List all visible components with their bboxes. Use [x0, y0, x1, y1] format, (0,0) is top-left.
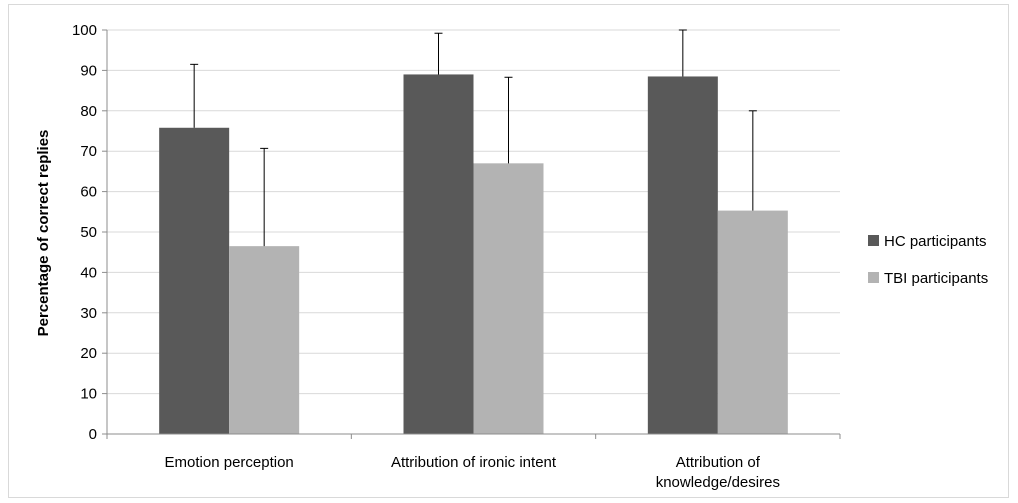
bar-tbi	[717, 210, 788, 434]
x-category-label: Attribution of	[676, 454, 761, 471]
y-axis-title: Percentage of correct replies	[35, 130, 52, 337]
y-tick-label: 90	[80, 62, 97, 79]
bar-hc	[647, 76, 718, 435]
y-tick-label: 0	[89, 426, 97, 443]
y-tick-labels: 0 10 20 30 40 50 60 70 80 90 100	[72, 22, 97, 443]
x-category-label: Emotion perception	[165, 454, 294, 471]
y-tick-label: 20	[80, 345, 97, 362]
y-tick-label: 50	[80, 224, 97, 241]
bar-tbi	[473, 163, 544, 434]
y-tick-label: 10	[80, 386, 97, 403]
y-tick-label: 100	[72, 22, 97, 39]
y-tick-label: 60	[80, 184, 97, 201]
legend: HC participants TBI participants	[868, 233, 988, 287]
bar-hc	[403, 74, 474, 434]
y-tick-label: 40	[80, 264, 97, 281]
y-tick-label: 70	[80, 143, 97, 160]
legend-swatch	[868, 272, 879, 283]
x-category-label: knowledge/desires	[656, 474, 780, 491]
axes	[102, 29, 841, 439]
legend-label: HC participants	[884, 233, 987, 250]
x-category-labels: Emotion perception Attribution of ironic …	[165, 454, 780, 491]
x-category-label: Attribution of ironic intent	[391, 454, 557, 471]
y-tick-label: 30	[80, 305, 97, 322]
bar-tbi	[229, 246, 300, 434]
legend-label: TBI participants	[884, 270, 988, 287]
y-tick-label: 80	[80, 103, 97, 120]
legend-swatch	[868, 235, 879, 246]
bar-hc	[159, 127, 230, 434]
error-bars	[190, 29, 757, 247]
bars	[159, 74, 788, 435]
